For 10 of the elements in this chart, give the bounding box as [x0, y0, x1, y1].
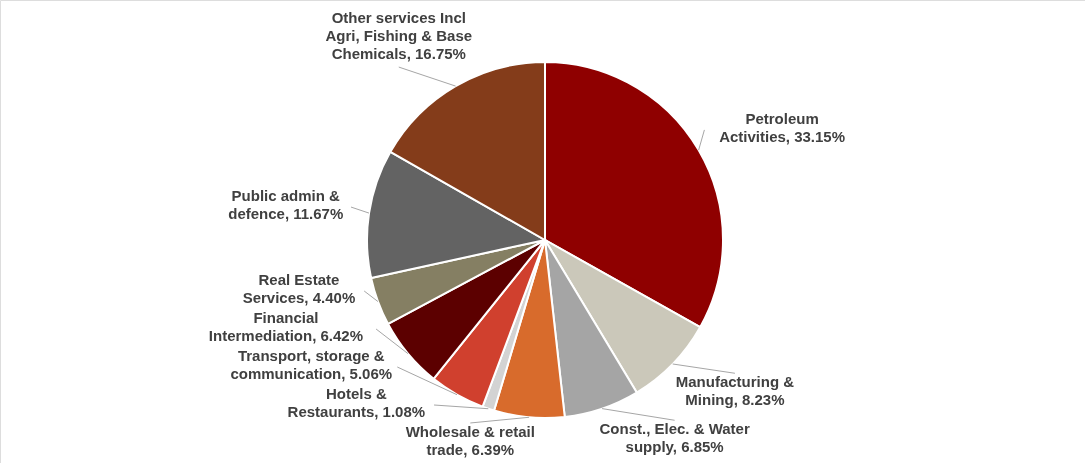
slice-label: Petroleum Activities, 33.15%: [719, 109, 846, 145]
slice-label: Public admin & defence, 11.67%: [228, 187, 344, 223]
slice-label: Financial Intermediation, 6.42%: [208, 309, 364, 344]
slice-label: Manufacturing & Mining, 8.23%: [675, 373, 795, 409]
slice-label: Hotels & Restaurants, 1.08%: [287, 385, 426, 420]
slice-label: Other services Incl Agri, Fishing & Base Chemicals, 16.75%: [325, 9, 473, 63]
slice-label: Real Estate Services, 4.40%: [242, 271, 356, 306]
slice-label: Wholesale & retail trade, 6.39%: [405, 423, 535, 458]
slice-label: Const., Elec. & Water supply, 6.85%: [599, 420, 750, 456]
slice-label: Transport, storage & communication, 5.06%: [230, 347, 393, 382]
